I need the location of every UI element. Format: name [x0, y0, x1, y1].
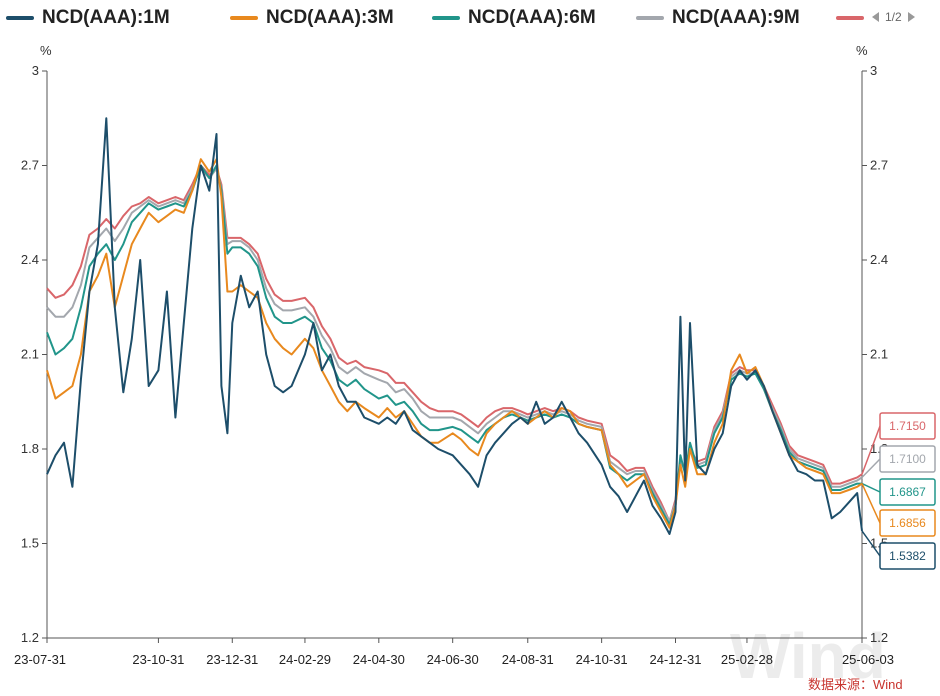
x-tick-label: 24-02-29: [279, 652, 331, 667]
y-tick-label: 2.1: [870, 347, 888, 362]
x-tick-label: 24-04-30: [353, 652, 405, 667]
legend-item[interactable]: NCD(AAA):9M: [636, 6, 800, 30]
end-value-box: [879, 542, 936, 570]
tag-leader-line: [861, 458, 881, 478]
y-tick-label: 1.8: [21, 441, 39, 456]
end-value-label: 1.6867: [889, 485, 926, 499]
wind-watermark: Wind: [730, 620, 886, 692]
y-tick-label: 3: [870, 63, 877, 78]
series-line: [46, 167, 863, 523]
y-tick-label: 2.4: [870, 252, 888, 267]
series-lines: [46, 117, 863, 535]
end-value-label: 1.7100: [889, 452, 926, 466]
legend-item[interactable]: NCD(AAA):1M: [6, 6, 170, 30]
legend-item[interactable]: NCD(AAA):3M: [230, 6, 394, 30]
y-tick-label: 2.7: [21, 158, 39, 173]
x-tick-label: 24-10-31: [576, 652, 628, 667]
left-axis-unit: %: [40, 43, 52, 58]
end-value-box: [879, 478, 936, 506]
legend-pager: 1/2: [872, 10, 915, 24]
axes: 1.2 1.21.5 1.51.8 1.82.1 2.12.4 2.42.7 2.73 323…: [14, 63, 894, 667]
x-tick-label: 23-10-31: [132, 652, 184, 667]
legend-page-indicator: 1/2: [885, 10, 902, 24]
end-value-label: 1.6856: [889, 516, 926, 530]
series-line: [46, 164, 862, 526]
series-line: [46, 117, 863, 535]
tag-leader-line: [861, 483, 881, 524]
y-tick-label: 2.7: [870, 158, 888, 173]
end-value-label: 1.5382: [889, 549, 926, 563]
legend-swatch: [230, 16, 258, 20]
x-tick-label: 25-02-28: [721, 652, 773, 667]
x-tick-label: 25-06-03: [842, 652, 894, 667]
legend-swatch: [636, 16, 664, 20]
tag-leader-line: [861, 530, 881, 557]
end-value-tags: 1.7150 1.7100 1.6867 1.6856 1.5382: [861, 412, 936, 570]
legend-label: NCD(AAA):9M: [672, 7, 800, 28]
x-tick-label: 23-12-31: [206, 652, 258, 667]
legend-label: NCD(AAA):3M: [266, 7, 394, 28]
legend-swatch: [432, 16, 460, 20]
legend-label: NCD(AAA):1M: [42, 7, 170, 28]
x-tick-label: 24-06-30: [427, 652, 479, 667]
series-line: [46, 164, 863, 523]
tag-leader-line: [861, 482, 881, 493]
legend-swatch: [6, 16, 34, 20]
end-value-box: [879, 509, 936, 537]
y-tick-label: 2.4: [21, 252, 39, 267]
data-source: 数据来源：Wind: [808, 677, 903, 692]
chart-legend: NCD(AAA):1M NCD(AAA):3M NCD(AAA):6M NCD(AAA…: [0, 0, 940, 36]
end-value-label: 1.7150: [889, 419, 926, 433]
legend-item[interactable]: [836, 6, 872, 30]
legend-item[interactable]: NCD(AAA):6M: [432, 6, 596, 30]
end-value-box: [879, 412, 936, 440]
y-tick-label: 3: [32, 63, 39, 78]
series-line: [46, 158, 863, 529]
right-axis-unit: %: [856, 43, 868, 58]
tag-leader-line: [861, 425, 881, 475]
x-tick-label: 23-07-31: [14, 652, 66, 667]
legend-swatch: [836, 16, 864, 20]
x-tick-label: 24-12-31: [649, 652, 701, 667]
x-tick-label: 24-08-31: [502, 652, 554, 667]
legend-prev-icon[interactable]: [872, 12, 879, 22]
end-value-box: [879, 445, 936, 473]
legend-next-icon[interactable]: [907, 12, 915, 22]
y-tick-label: 1.5: [21, 536, 39, 551]
y-tick-label: 2.1: [21, 347, 39, 362]
y-tick-label: 1.2: [870, 630, 888, 645]
legend-label: NCD(AAA):6M: [468, 7, 596, 28]
y-tick-label: 1.2: [21, 630, 39, 645]
